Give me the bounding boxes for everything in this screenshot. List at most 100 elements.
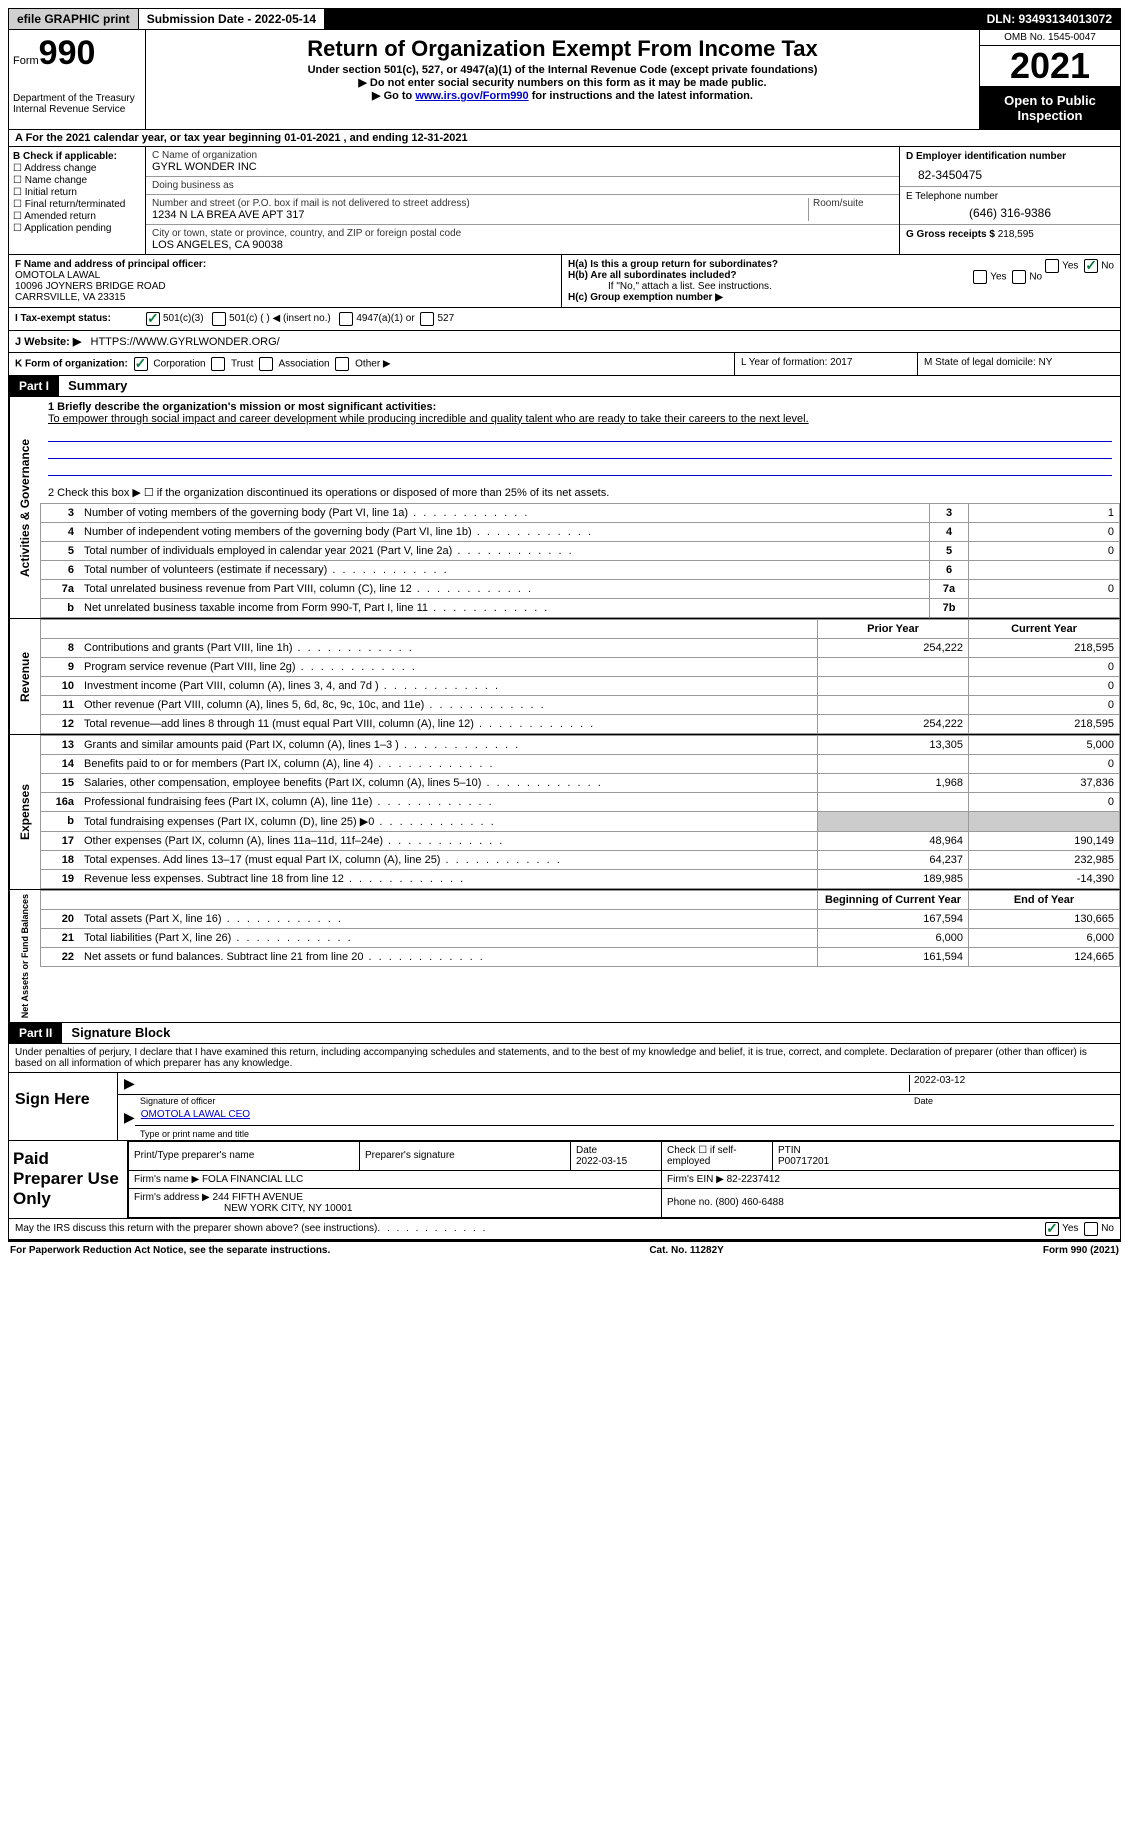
- firm-name-cell: Firm's name ▶ FOLA FINANCIAL LLC: [129, 1170, 662, 1188]
- dots: [377, 1223, 1042, 1234]
- form-word: Form: [13, 55, 39, 67]
- row-j-website: J Website: ▶ HTTPS://WWW.GYRLWONDER.ORG/: [8, 331, 1121, 353]
- type-name-label: Type or print name and title: [118, 1128, 1120, 1140]
- chk-4947[interactable]: [339, 312, 353, 326]
- officer-addr1: 10096 JOYNERS BRIDGE ROAD: [15, 281, 166, 292]
- check-if-applicable: B Check if applicable:: [13, 151, 141, 162]
- h-c: H(c) Group exemption number ▶: [568, 292, 1114, 303]
- phone-value: (646) 316-9386: [906, 202, 1114, 220]
- page-footer: For Paperwork Reduction Act Notice, see …: [8, 1240, 1121, 1259]
- irs-link[interactable]: www.irs.gov/Form990: [415, 90, 528, 102]
- form-ref: Form 990 (2021): [1043, 1245, 1119, 1256]
- ha-no[interactable]: [1084, 259, 1098, 273]
- l-year-formation: L Year of formation: 2017: [735, 353, 918, 375]
- chk-application-pending[interactable]: ☐ Application pending: [13, 223, 141, 234]
- chk-address-change[interactable]: ☐ Address change: [13, 163, 141, 174]
- check-self-employed: Check ☐ if self-employed: [662, 1141, 773, 1170]
- prep-date-cell: Date2022-03-15: [571, 1141, 662, 1170]
- chk-corporation[interactable]: [134, 357, 148, 371]
- topbar-spacer: [325, 9, 978, 29]
- hb-yes[interactable]: [973, 270, 987, 284]
- line-2: 2 Check this box ▶ ☐ if the organization…: [40, 482, 1120, 503]
- principal-officer: F Name and address of principal officer:…: [9, 255, 562, 307]
- paid-preparer-table: Print/Type preparer's name Preparer's si…: [128, 1141, 1120, 1218]
- vtab-net-assets: Net Assets or Fund Balances: [9, 890, 40, 1022]
- hb-no[interactable]: [1012, 270, 1026, 284]
- submission-date: Submission Date - 2022-05-14: [139, 9, 325, 29]
- note-1: ▶ Do not enter social security numbers o…: [154, 76, 971, 89]
- city-cell: City or town, state or province, country…: [146, 225, 899, 254]
- column-d: D Employer identification number 82-3450…: [899, 147, 1120, 254]
- efile-print-button[interactable]: efile GRAPHIC print: [9, 9, 139, 29]
- k-form-org: K Form of organization: Corporation Trus…: [9, 353, 735, 375]
- dba-cell: Doing business as: [146, 177, 899, 195]
- officer-name-line: ▶ OMOTOLA LAWAL CEO: [118, 1107, 1120, 1128]
- chk-association[interactable]: [259, 357, 273, 371]
- chk-initial-return[interactable]: ☐ Initial return: [13, 187, 141, 198]
- form-title: Return of Organization Exempt From Incom…: [154, 36, 971, 62]
- chk-501c[interactable]: [212, 312, 226, 326]
- website-url: HTTPS://WWW.GYRLWONDER.ORG/: [91, 336, 280, 348]
- table-activities-governance: 3Number of voting members of the governi…: [40, 503, 1120, 618]
- sig-officer-label: Signature of officer: [124, 1096, 914, 1106]
- header-info-grid: B Check if applicable: ☐ Address change …: [8, 147, 1121, 255]
- h-b: H(b) Are all subordinates included? Yes …: [568, 270, 1114, 281]
- line-1-mission: 1 Briefly describe the organization's mi…: [40, 397, 1120, 482]
- vtab-revenue: Revenue: [9, 619, 40, 734]
- chk-amended[interactable]: ☐ Amended return: [13, 211, 141, 222]
- chk-other[interactable]: [335, 357, 349, 371]
- sig-date: 2022-03-12: [909, 1075, 1114, 1092]
- m-state-domicile: M State of legal domicile: NY: [918, 353, 1120, 375]
- section-net-assets: Net Assets or Fund Balances Beginning of…: [8, 890, 1121, 1023]
- section-expenses: Expenses 13Grants and similar amounts pa…: [8, 735, 1121, 890]
- form-subtitle: Under section 501(c), 527, or 4947(a)(1)…: [154, 64, 971, 76]
- vtab-activities: Activities & Governance: [9, 397, 40, 618]
- signature-line: ▶ 2022-03-12: [118, 1073, 1120, 1095]
- section-activities-governance: Activities & Governance 1 Briefly descri…: [8, 397, 1121, 619]
- chk-final-return[interactable]: ☐ Final return/terminated: [13, 199, 141, 210]
- gross-cell: G Gross receipts $ 218,595: [900, 225, 1120, 244]
- mission-blank-line: [48, 427, 1112, 442]
- ha-yes[interactable]: [1045, 259, 1059, 273]
- arrow-icon: ▶: [124, 1109, 135, 1126]
- prep-name-label: Print/Type preparer's name: [129, 1141, 360, 1170]
- part2-title: Signature Block: [65, 1022, 176, 1043]
- note-2: ▶ Go to www.irs.gov/Form990 for instruct…: [154, 89, 971, 102]
- paid-preparer-label: Paid Preparer Use Only: [9, 1141, 128, 1218]
- vtab-expenses: Expenses: [9, 735, 40, 889]
- city-state-zip: LOS ANGELES, CA 90038: [152, 239, 893, 251]
- header-left: Form990 Department of the Treasury Inter…: [9, 30, 146, 129]
- firm-phone-cell: Phone no. (800) 460-6488: [662, 1188, 1120, 1217]
- chk-501c3[interactable]: [146, 312, 160, 326]
- open-inspection: Open to Public Inspection: [980, 87, 1120, 129]
- row-a-tax-year: A For the 2021 calendar year, or tax yea…: [8, 130, 1121, 147]
- ptin-cell: PTINP00717201: [773, 1141, 1120, 1170]
- mission-blank-line: [48, 444, 1112, 459]
- firm-address-cell: Firm's address ▶ 244 FIFTH AVENUENEW YOR…: [129, 1188, 662, 1217]
- discuss-no[interactable]: [1084, 1222, 1098, 1236]
- row-f-h: F Name and address of principal officer:…: [8, 255, 1121, 308]
- dln-label: DLN: 93493134013072: [979, 9, 1120, 29]
- penalties-text: Under penalties of perjury, I declare th…: [8, 1044, 1121, 1073]
- sign-here-label: Sign Here: [9, 1073, 118, 1140]
- discuss-yes[interactable]: [1045, 1222, 1059, 1236]
- header-right: OMB No. 1545-0047 2021 Open to Public In…: [980, 30, 1120, 129]
- officer-name-title[interactable]: OMOTOLA LAWAL CEO: [141, 1109, 250, 1120]
- row-k-l-m: K Form of organization: Corporation Trus…: [8, 353, 1121, 376]
- officer-addr2: CARRSVILLE, VA 23315: [15, 292, 125, 303]
- section-h: H(a) Is this a group return for subordin…: [562, 255, 1120, 307]
- top-bar: efile GRAPHIC print Submission Date - 20…: [8, 8, 1121, 30]
- tax-year: 2021: [980, 46, 1120, 87]
- street-cell: Number and street (or P.O. box if mail i…: [146, 195, 899, 225]
- sign-here-section: Sign Here ▶ 2022-03-12 Signature of offi…: [8, 1073, 1121, 1141]
- chk-trust[interactable]: [211, 357, 225, 371]
- table-net-assets: Beginning of Current YearEnd of Year20To…: [40, 890, 1120, 967]
- part2-label: Part II: [9, 1023, 62, 1043]
- chk-name-change[interactable]: ☐ Name change: [13, 175, 141, 186]
- may-irs-discuss: May the IRS discuss this return with the…: [8, 1219, 1121, 1240]
- chk-527[interactable]: [420, 312, 434, 326]
- paid-preparer-section: Paid Preparer Use Only Print/Type prepar…: [8, 1141, 1121, 1219]
- column-c: C Name of organization GYRL WONDER INC D…: [146, 147, 899, 254]
- date-label: Date: [914, 1096, 1114, 1106]
- table-expenses: 13Grants and similar amounts paid (Part …: [40, 735, 1120, 889]
